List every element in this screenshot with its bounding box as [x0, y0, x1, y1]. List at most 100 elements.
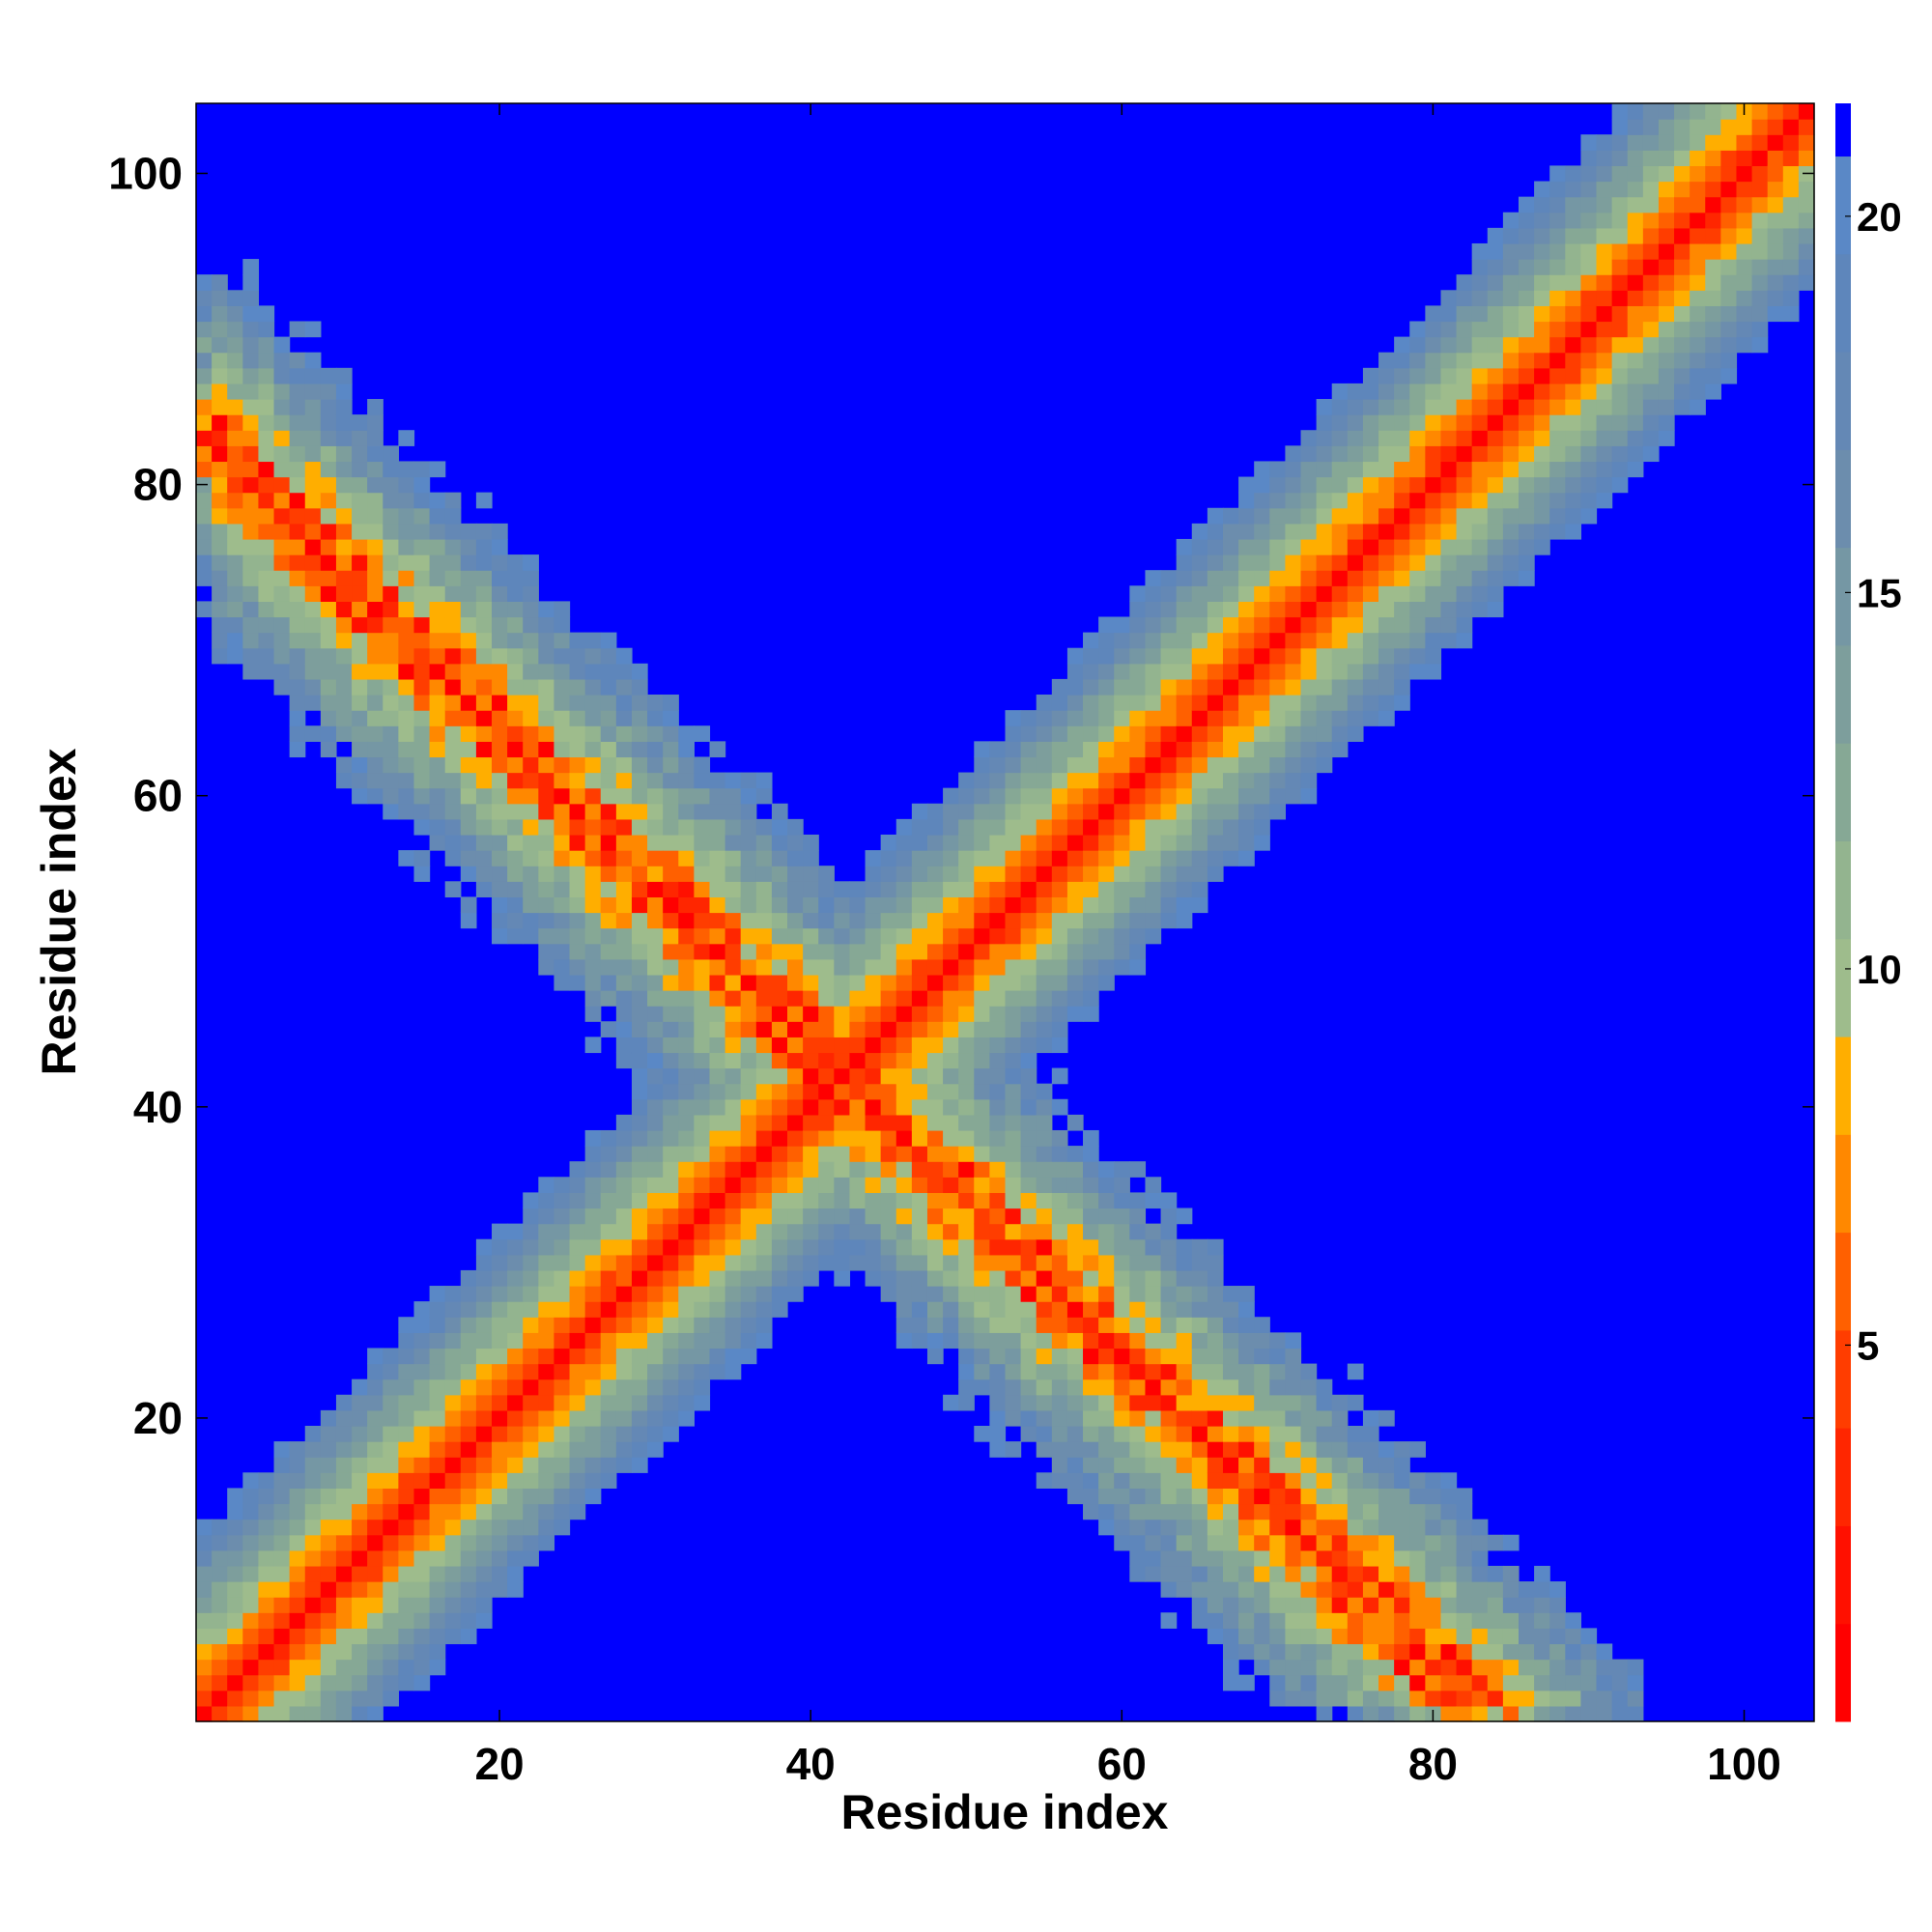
- heatmap-cell: [227, 538, 243, 555]
- heatmap-cell: [1362, 430, 1379, 446]
- heatmap-cell: [475, 1441, 493, 1458]
- heatmap-cell: [1191, 1332, 1208, 1350]
- heatmap-cell: [1362, 476, 1379, 494]
- heatmap-cell: [1362, 663, 1379, 680]
- heatmap-cell: [1456, 430, 1473, 446]
- heatmap-cell: [492, 725, 508, 742]
- heatmap-cell: [849, 1161, 867, 1178]
- heatmap-cell: [1440, 1674, 1458, 1691]
- heatmap-cell: [943, 1254, 959, 1271]
- heatmap-cell: [1627, 1674, 1644, 1691]
- heatmap-cell: [849, 1098, 867, 1116]
- heatmap-cell: [1129, 616, 1147, 634]
- heatmap-cell: [1051, 1177, 1068, 1194]
- heatmap-cell: [429, 834, 446, 851]
- heatmap-cell: [475, 1519, 493, 1536]
- heatmap-cell: [631, 1394, 648, 1411]
- y-tick-label: 80: [133, 460, 183, 510]
- heatmap-cell: [911, 1254, 928, 1271]
- heatmap-cell: [663, 1317, 679, 1333]
- heatmap-cell: [1627, 150, 1644, 167]
- heatmap-cell: [1269, 678, 1287, 696]
- heatmap-cell: [1036, 1006, 1053, 1022]
- heatmap-cell: [1036, 1037, 1053, 1054]
- heatmap-cell: [1580, 1628, 1598, 1645]
- heatmap-cell: [1611, 242, 1629, 260]
- heatmap-cell: [1471, 383, 1489, 400]
- heatmap-cell: [678, 1409, 695, 1427]
- heatmap-cell: [989, 1409, 1007, 1427]
- heatmap-cell: [1331, 445, 1349, 463]
- heatmap-cell: [787, 866, 804, 882]
- heatmap-cell: [1176, 1301, 1193, 1318]
- heatmap-cell: [1176, 1441, 1193, 1458]
- heatmap-cell: [974, 1223, 990, 1240]
- heatmap-cell: [974, 1037, 990, 1054]
- heatmap-cell: [554, 912, 571, 929]
- heatmap-cell: [460, 1519, 477, 1536]
- heatmap-cell: [1083, 663, 1099, 680]
- heatmap-cell: [1285, 1519, 1302, 1536]
- heatmap-cell: [227, 1597, 243, 1613]
- heatmap-cell: [304, 616, 322, 634]
- heatmap-cell: [554, 1425, 571, 1442]
- heatmap-cell: [647, 695, 664, 711]
- heatmap-cell: [1222, 507, 1239, 525]
- heatmap-cell: [1440, 461, 1458, 478]
- heatmap-cell: [569, 1472, 586, 1490]
- heatmap-cell: [538, 725, 555, 742]
- heatmap-cell: [1207, 756, 1224, 774]
- heatmap-cell: [1456, 305, 1473, 323]
- heatmap-cell: [1534, 1659, 1550, 1676]
- heatmap-cell: [1285, 1534, 1302, 1551]
- heatmap-cell: [492, 616, 508, 634]
- heatmap-cell: [1378, 445, 1395, 463]
- heatmap-cell: [1378, 352, 1395, 369]
- heatmap-cell: [911, 834, 928, 851]
- heatmap-cell: [1798, 150, 1815, 167]
- heatmap-cell: [1331, 601, 1349, 618]
- heatmap-cell: [1222, 632, 1239, 649]
- heatmap-cell: [398, 616, 415, 634]
- heatmap-cell: [1036, 1425, 1053, 1442]
- heatmap-cell: [383, 585, 399, 602]
- heatmap-cell: [787, 1146, 804, 1162]
- heatmap-cell: [367, 1628, 384, 1645]
- heatmap-cell: [1160, 756, 1178, 774]
- heatmap-cell: [320, 367, 337, 384]
- heatmap-cell: [383, 756, 399, 774]
- heatmap-cell: [492, 1223, 508, 1240]
- heatmap-cell: [1720, 212, 1738, 229]
- heatmap-cell: [647, 1441, 664, 1458]
- heatmap-cell: [678, 1348, 695, 1365]
- heatmap-cell: [709, 1037, 726, 1054]
- heatmap-cell: [647, 1317, 664, 1333]
- heatmap-cell: [678, 974, 695, 991]
- heatmap-cell: [787, 881, 804, 897]
- heatmap-cell: [1036, 912, 1053, 929]
- heatmap-cell: [554, 678, 571, 696]
- heatmap-cell: [678, 1114, 695, 1131]
- heatmap-cell: [335, 461, 353, 478]
- heatmap-cell: [1471, 1549, 1489, 1567]
- heatmap-cell: [492, 787, 508, 805]
- heatmap-cell: [989, 1006, 1007, 1022]
- heatmap-cell: [227, 554, 243, 571]
- heatmap-cell: [1549, 305, 1566, 323]
- heatmap-cell: [460, 1581, 477, 1598]
- heatmap-cell: [227, 1534, 243, 1551]
- heatmap-cell: [335, 601, 353, 618]
- heatmap-cell: [1191, 834, 1208, 851]
- heatmap-cell: [1160, 1348, 1178, 1365]
- heatmap-cell: [444, 725, 462, 742]
- heatmap-cell: [803, 1098, 819, 1116]
- heatmap-cell: [1269, 803, 1287, 820]
- heatmap-cell: [1627, 352, 1644, 369]
- heatmap-cell: [895, 1301, 913, 1318]
- heatmap-cell: [1066, 974, 1084, 991]
- heatmap-cell: [212, 538, 228, 555]
- heatmap-cell: [1580, 305, 1598, 323]
- heatmap-cell: [631, 1114, 648, 1131]
- heatmap-cell: [974, 896, 990, 914]
- heatmap-cell: [1254, 1534, 1270, 1551]
